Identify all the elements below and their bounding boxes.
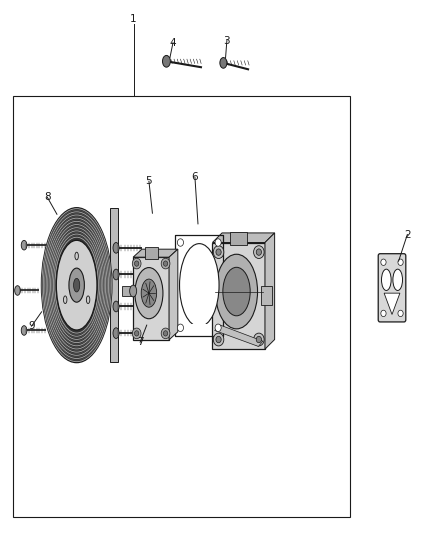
Text: 8: 8 [44, 192, 51, 202]
Circle shape [381, 259, 386, 265]
Circle shape [161, 328, 170, 339]
Ellipse shape [21, 326, 27, 335]
Circle shape [177, 239, 184, 246]
Polygon shape [265, 233, 275, 349]
Ellipse shape [393, 269, 403, 290]
Ellipse shape [75, 252, 78, 260]
Text: 7: 7 [137, 337, 144, 347]
Circle shape [132, 328, 141, 339]
Bar [230, 232, 247, 245]
Polygon shape [215, 325, 263, 346]
Ellipse shape [113, 243, 119, 253]
Ellipse shape [69, 268, 85, 302]
Text: 6: 6 [191, 172, 198, 182]
Circle shape [256, 249, 261, 255]
Circle shape [177, 324, 184, 332]
Circle shape [163, 330, 168, 336]
Circle shape [213, 246, 224, 259]
Circle shape [163, 261, 168, 266]
Text: 2: 2 [404, 230, 411, 239]
Bar [145, 247, 158, 259]
Ellipse shape [113, 328, 119, 338]
Ellipse shape [113, 301, 119, 312]
Ellipse shape [381, 269, 391, 290]
Ellipse shape [220, 58, 227, 68]
Polygon shape [169, 249, 178, 340]
Ellipse shape [21, 240, 27, 250]
Polygon shape [191, 324, 207, 333]
Ellipse shape [86, 296, 90, 303]
Ellipse shape [215, 254, 258, 329]
Text: 3: 3 [223, 36, 230, 45]
Polygon shape [384, 293, 400, 314]
Circle shape [134, 330, 139, 336]
Ellipse shape [223, 267, 250, 316]
Circle shape [215, 324, 221, 332]
Bar [110, 208, 118, 362]
FancyBboxPatch shape [378, 254, 406, 322]
Ellipse shape [130, 285, 137, 297]
Circle shape [134, 261, 139, 266]
Circle shape [132, 259, 141, 269]
Circle shape [398, 310, 403, 317]
Circle shape [216, 336, 221, 343]
Circle shape [381, 310, 386, 317]
Circle shape [254, 246, 264, 259]
Text: 4: 4 [170, 38, 177, 47]
Ellipse shape [141, 279, 157, 307]
Ellipse shape [135, 268, 163, 319]
Ellipse shape [113, 269, 119, 280]
Ellipse shape [64, 296, 67, 303]
Text: 9: 9 [28, 321, 35, 331]
Bar [13, 96, 350, 517]
Ellipse shape [74, 278, 80, 292]
Circle shape [256, 336, 261, 343]
Bar [261, 286, 272, 305]
Ellipse shape [42, 208, 112, 362]
Circle shape [215, 239, 221, 246]
Bar [175, 235, 223, 336]
Bar [212, 243, 265, 349]
Text: 5: 5 [145, 176, 152, 186]
Polygon shape [212, 233, 275, 243]
Polygon shape [133, 249, 178, 257]
Circle shape [254, 333, 264, 346]
Ellipse shape [57, 240, 97, 330]
Ellipse shape [180, 244, 219, 327]
Text: 1: 1 [130, 14, 137, 23]
Bar [133, 257, 169, 340]
Bar [122, 286, 134, 296]
Circle shape [398, 259, 403, 265]
Ellipse shape [162, 55, 170, 67]
Circle shape [161, 259, 170, 269]
Circle shape [213, 333, 224, 346]
Circle shape [216, 249, 221, 255]
Ellipse shape [14, 286, 20, 295]
